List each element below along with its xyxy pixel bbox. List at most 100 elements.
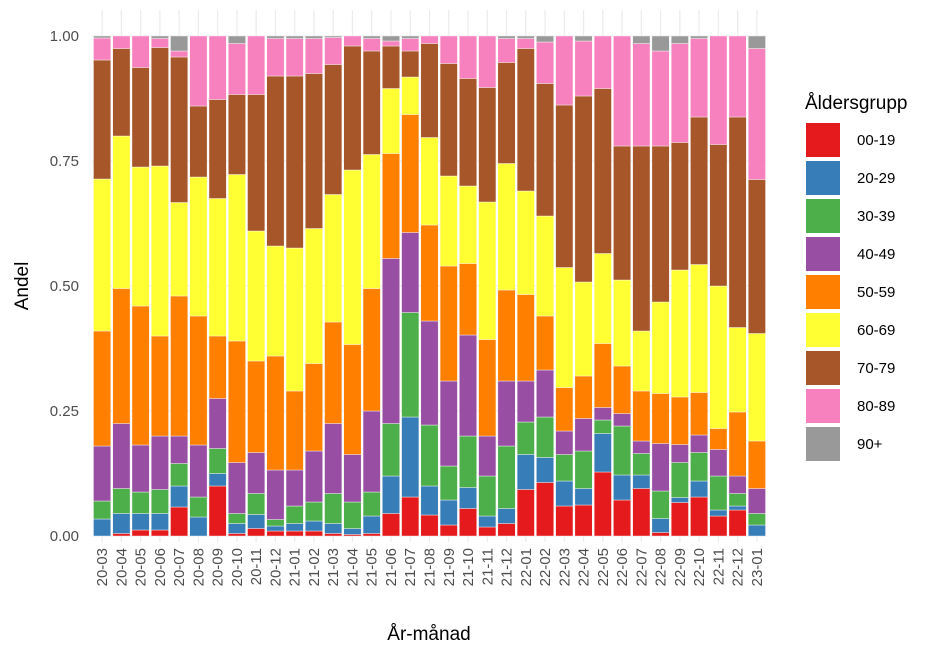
bar-segment [324, 423, 343, 494]
bar-segment [478, 475, 497, 517]
bar-segment [536, 416, 554, 458]
bar-segment [189, 444, 208, 498]
bar-segment [670, 502, 689, 537]
bar-segment [285, 469, 304, 507]
bar-segment [690, 434, 708, 453]
bar-segment [131, 491, 150, 514]
bar-segment [555, 454, 574, 482]
x-tick-label: 20-04 [113, 548, 130, 586]
bar-segment [613, 145, 631, 281]
legend-swatch [806, 389, 840, 423]
bar-segment [651, 532, 670, 537]
bar-segment [651, 35, 670, 52]
bar-segment [305, 363, 323, 452]
bar-segment [632, 35, 651, 44]
x-tick-label: 21-05 [364, 548, 381, 586]
bar-segment [247, 230, 266, 362]
bar-segment [478, 35, 497, 88]
bar-segment [439, 380, 458, 467]
bar-segment [401, 232, 420, 313]
legend-swatch [806, 427, 840, 461]
bar-segment [228, 340, 246, 463]
bar-segment [478, 87, 497, 203]
bar-segment [247, 528, 266, 537]
bar-segment [285, 505, 304, 524]
bar-segment [151, 513, 169, 531]
bar-segment [362, 515, 381, 534]
bar-segment [536, 457, 554, 483]
x-tick-label: 21-02 [306, 548, 323, 586]
bar-segment [670, 462, 689, 498]
bar-segment [112, 488, 131, 514]
bar-segment [613, 413, 631, 427]
bar-segment [247, 360, 266, 453]
bar-segment [343, 45, 362, 171]
bar-segment [478, 435, 497, 477]
bar-segment [593, 419, 612, 434]
legend-swatch [806, 351, 840, 385]
y-tick-label: 1.00 [50, 28, 79, 45]
bar-segment [151, 38, 169, 48]
y-tick-label: 0.25 [50, 403, 79, 420]
bar-segment [305, 38, 323, 74]
bar-segment [420, 137, 439, 226]
legend-label: 80-89 [857, 398, 895, 415]
bar-segment [555, 505, 574, 537]
bar-segment [574, 35, 593, 42]
bar-segment [189, 315, 208, 446]
bar-segment [709, 475, 728, 511]
bar-segment [420, 424, 439, 487]
x-tick-label: 22-04 [576, 548, 593, 586]
bar-segment [439, 524, 458, 537]
bar-segment [748, 488, 766, 514]
x-tick-label: 22-11 [710, 548, 727, 585]
bar-segment [690, 496, 708, 537]
bar-segment [516, 35, 535, 39]
bar-segment [748, 513, 766, 526]
bar-segment [613, 365, 631, 414]
bar-segment [382, 88, 400, 154]
bar-segment [593, 471, 612, 537]
bar-segment [632, 43, 651, 147]
bar-segment [690, 264, 708, 393]
bar-segment [401, 114, 420, 233]
bar-segment [170, 35, 189, 52]
bar-segment [748, 179, 766, 334]
bar-segment [574, 281, 593, 377]
x-tick-label: 21-09 [441, 548, 458, 586]
bar-segment [401, 76, 420, 115]
bar-segment [189, 35, 208, 107]
bar-segment [709, 35, 728, 145]
bar-segment [208, 448, 227, 474]
bar-segment [748, 440, 766, 489]
bar-segment [93, 35, 111, 39]
bar-segment [189, 496, 208, 518]
bar-segment [632, 390, 651, 442]
bar-segment [208, 473, 227, 487]
bar-segment [228, 174, 246, 342]
x-tick-label: 22-12 [730, 548, 747, 586]
bar-segment [93, 178, 111, 332]
bar-segment [420, 35, 439, 44]
bar-segment [266, 519, 285, 527]
bar-segment [266, 38, 285, 77]
bar-segment [459, 508, 477, 537]
bar-segment [613, 425, 631, 476]
x-tick-label: 20-03 [94, 548, 111, 586]
bar-segment [382, 40, 400, 47]
bar-segment [228, 43, 246, 95]
bar-segment [439, 35, 458, 64]
x-tick-label: 22-07 [633, 548, 650, 586]
bar-segment [690, 38, 708, 118]
bar-segment [516, 190, 535, 295]
bar-segment [382, 258, 400, 424]
bar-segment [285, 247, 304, 392]
bar-segment [305, 228, 323, 364]
bar-segment [151, 435, 169, 490]
bar-segment [208, 35, 227, 100]
x-tick-label: 22-10 [691, 548, 708, 586]
bar-segment [362, 288, 381, 412]
bar-segment [516, 48, 535, 192]
bar-segment [651, 50, 670, 147]
